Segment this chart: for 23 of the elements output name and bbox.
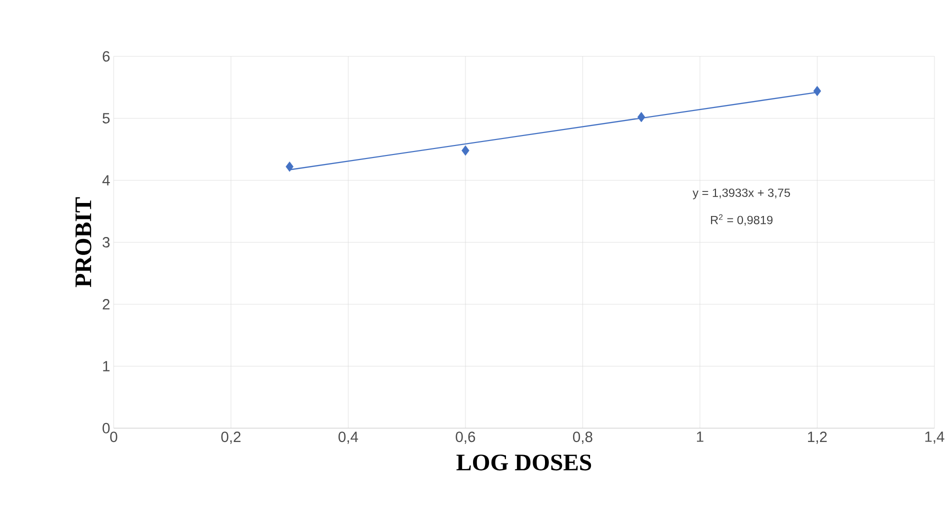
x-axis-title: LOG DOSES (456, 454, 592, 470)
x-tick-label: 1 (696, 432, 704, 442)
y-tick-label: 5 (102, 113, 110, 124)
x-tick-label: 1,4 (925, 432, 944, 444)
y-tick-label: 2 (102, 299, 110, 310)
x-tick-label: 1,2 (808, 432, 827, 444)
point (813, 86, 822, 96)
annotation: R$^{2}$ = 0,9819 (711, 214, 773, 226)
x-tick-label: 0,6 (456, 432, 476, 444)
annotation: y = 1,3933x + 3,75 (692, 188, 790, 200)
y-axis-title: PROBIT (75, 197, 92, 288)
x-tick-label: 0,8 (573, 432, 592, 444)
point (286, 162, 294, 172)
x-tick-label: 0,4 (338, 432, 358, 444)
point (637, 112, 646, 122)
y-tick-label: 3 (102, 236, 110, 248)
y-tick-label: 6 (102, 51, 110, 62)
x-tick-label: 0,2 (221, 432, 240, 444)
y-tick-label: 4 (102, 175, 110, 186)
x-tick-label: 0 (110, 432, 118, 442)
y-tick-label: 1 (103, 361, 110, 372)
y-tick-label: 0 (102, 422, 110, 434)
point (462, 145, 470, 156)
